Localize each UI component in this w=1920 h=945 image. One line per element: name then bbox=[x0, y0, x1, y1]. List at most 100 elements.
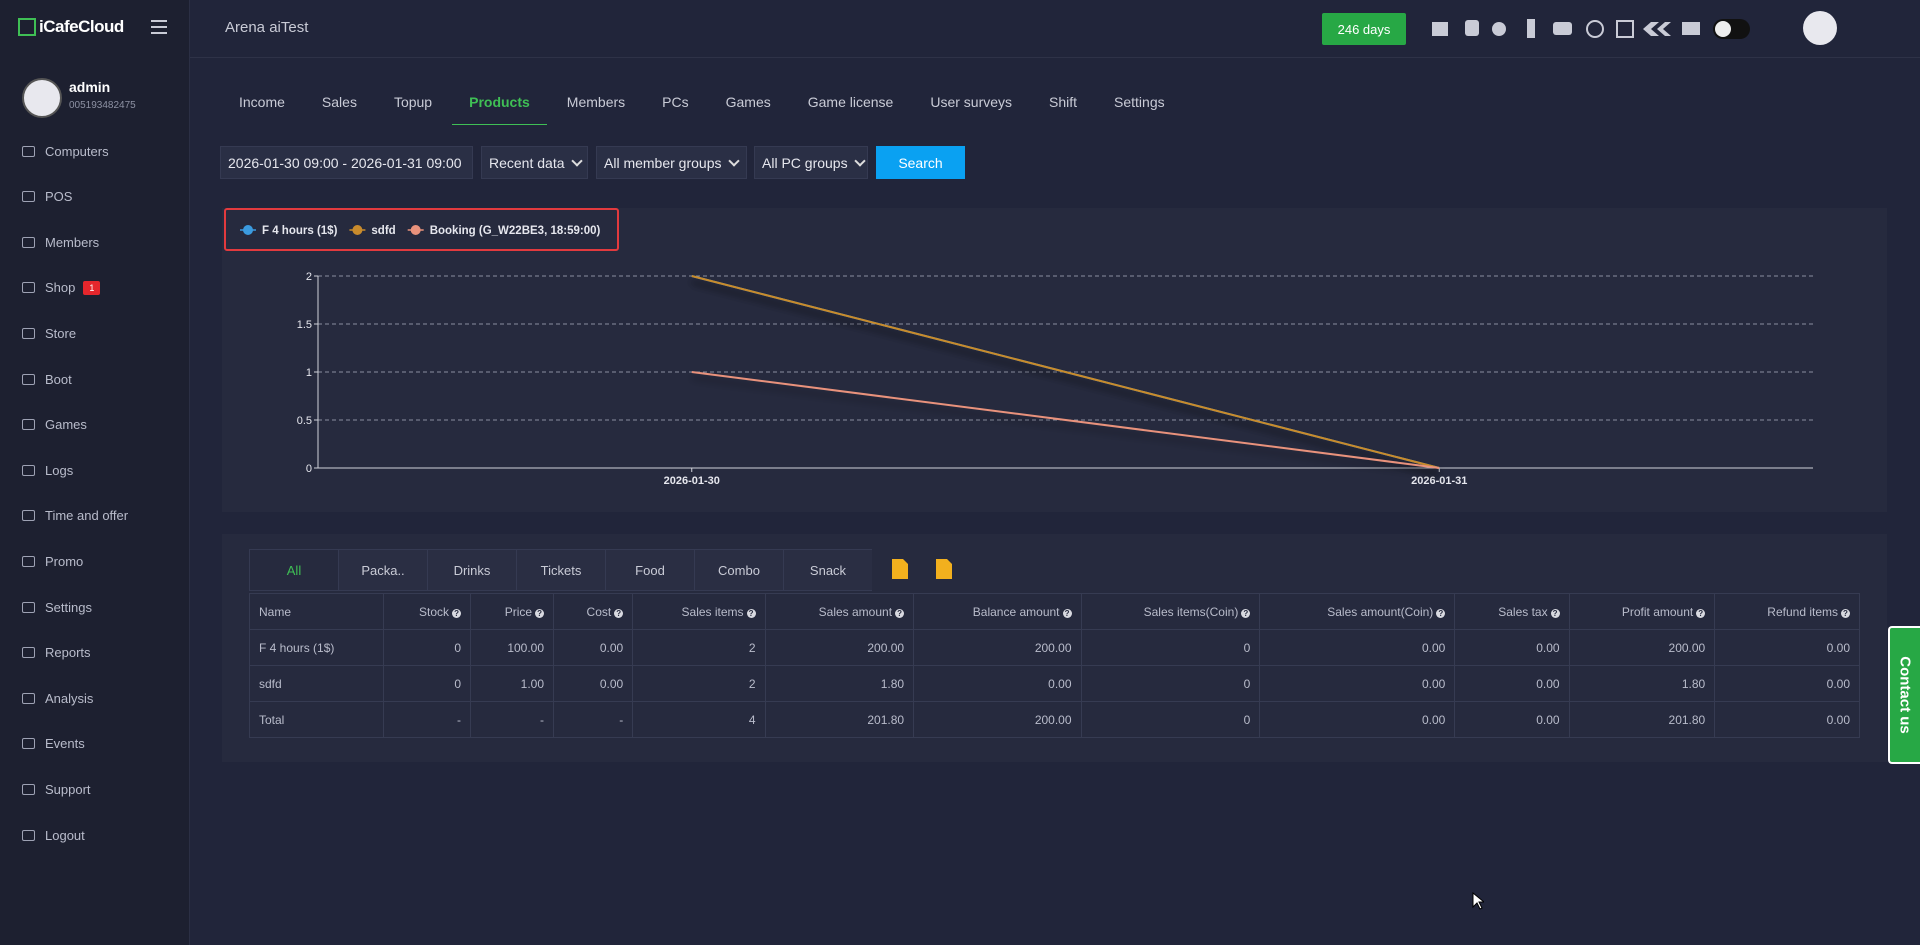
menu-icon bbox=[22, 510, 35, 522]
report-tab[interactable]: User surveys bbox=[930, 94, 1013, 110]
help-icon[interactable]: ? bbox=[1436, 608, 1446, 618]
table-cell: - bbox=[383, 701, 472, 738]
menu-item[interactable]: Store bbox=[22, 323, 76, 343]
help-icon[interactable]: ? bbox=[895, 608, 905, 618]
menu-item[interactable]: Members bbox=[22, 232, 99, 252]
help-icon[interactable]: ? bbox=[452, 608, 462, 618]
menu-toggle[interactable] bbox=[151, 19, 169, 35]
logo[interactable]: iCafeCloud bbox=[18, 17, 124, 37]
product-tab[interactable]: Packa.. bbox=[338, 549, 427, 591]
menu-item[interactable]: Shop 1 bbox=[22, 278, 101, 298]
menu-item[interactable]: Analysis bbox=[22, 688, 93, 708]
export-pdf[interactable] bbox=[892, 559, 908, 579]
report-tab[interactable]: Income bbox=[239, 94, 285, 110]
y-tick-label: 0 bbox=[306, 463, 312, 475]
table-cell: F 4 hours (1$) bbox=[248, 629, 385, 666]
table-cell: 0.00 bbox=[1259, 701, 1456, 738]
contact-text: Contact us bbox=[1896, 656, 1914, 734]
icon-rank[interactable] bbox=[1432, 22, 1448, 36]
menu-item[interactable]: Logout bbox=[22, 825, 85, 845]
column-header: Cost? bbox=[553, 593, 634, 630]
menu-item[interactable]: POS bbox=[22, 187, 72, 207]
report-tab[interactable]: Products bbox=[452, 94, 547, 125]
column-header: Profit amount? bbox=[1568, 593, 1716, 630]
product-tab[interactable]: Food bbox=[605, 549, 694, 591]
icon-trophy[interactable] bbox=[1465, 20, 1479, 36]
menu-item[interactable]: Time and offer bbox=[22, 506, 128, 526]
menu-badge: 1 bbox=[83, 280, 101, 295]
member-groups-select[interactable]: All member groups bbox=[596, 146, 747, 179]
table-cell: 200.00 bbox=[764, 629, 915, 666]
header: Arena aiTest 246 days bbox=[151, 0, 1920, 58]
column-header: Sales amount(Coin)? bbox=[1259, 593, 1456, 630]
table-cell: 0.00 bbox=[1259, 665, 1456, 702]
sidebar: iCafeCloud admin 005193482475 Computers P… bbox=[0, 0, 190, 945]
menu-icon bbox=[22, 191, 35, 203]
menu-icon bbox=[22, 464, 35, 476]
report-tab[interactable]: Members bbox=[566, 94, 626, 110]
help-icon[interactable]: ? bbox=[614, 608, 624, 618]
menu-item[interactable]: Logs bbox=[22, 460, 73, 480]
report-tab[interactable]: Game license bbox=[807, 94, 894, 110]
icon-youtube[interactable] bbox=[1553, 22, 1572, 35]
pc-groups-select[interactable]: All PC groups bbox=[754, 146, 868, 179]
icon-web[interactable] bbox=[1586, 20, 1604, 38]
product-tab[interactable]: Tickets bbox=[516, 549, 605, 591]
y-tick-label: 1 bbox=[306, 367, 312, 379]
menu-item[interactable]: Settings bbox=[22, 597, 92, 617]
help-icon[interactable]: ? bbox=[535, 608, 545, 618]
product-tab[interactable]: Combo bbox=[694, 549, 783, 591]
export-excel[interactable] bbox=[936, 559, 952, 579]
report-tab[interactable]: Shift bbox=[1049, 94, 1078, 110]
table-cell: 0 bbox=[383, 629, 472, 666]
days-button[interactable]: 246 days bbox=[1322, 13, 1406, 45]
menu-icon bbox=[22, 419, 35, 431]
menu-item[interactable]: Boot bbox=[22, 369, 72, 389]
report-tab[interactable]: PCs bbox=[662, 94, 689, 110]
search-button[interactable]: Search bbox=[876, 146, 965, 179]
help-icon[interactable]: ? bbox=[1550, 608, 1560, 618]
help-icon[interactable]: ? bbox=[1062, 608, 1072, 618]
menu-item[interactable]: Events bbox=[22, 734, 85, 754]
report-tab[interactable]: Games bbox=[725, 94, 771, 110]
help-icon[interactable]: ? bbox=[1841, 608, 1850, 618]
menu-item[interactable]: Computers bbox=[22, 141, 109, 161]
y-tick-label: 0.5 bbox=[297, 415, 312, 427]
icon-mail[interactable] bbox=[1682, 22, 1700, 35]
column-title: Price bbox=[504, 604, 533, 619]
menu-item[interactable]: Promo bbox=[22, 551, 83, 571]
report-tab[interactable]: Sales bbox=[321, 94, 357, 110]
column-header: Balance amount? bbox=[913, 593, 1082, 630]
icon-rss[interactable] bbox=[1492, 22, 1506, 36]
header-avatar[interactable] bbox=[1803, 11, 1837, 45]
menu-item[interactable]: Reports bbox=[22, 643, 91, 663]
column-header: Stock? bbox=[383, 593, 472, 630]
product-tab[interactable]: Snack bbox=[783, 549, 872, 591]
table-cell: - bbox=[553, 701, 634, 738]
icon-facebook[interactable] bbox=[1527, 19, 1535, 38]
table-cell: 0 bbox=[1080, 665, 1261, 702]
help-icon[interactable]: ? bbox=[746, 608, 756, 618]
icon-brand[interactable] bbox=[1643, 22, 1671, 36]
report-tab[interactable]: Topup bbox=[393, 94, 433, 110]
menu-item[interactable]: Support bbox=[22, 779, 91, 799]
report-tab[interactable]: Settings bbox=[1114, 94, 1165, 110]
table-cell: 1.80 bbox=[764, 665, 915, 702]
contact-button[interactable]: Contact us bbox=[1888, 626, 1920, 764]
menu-item[interactable]: Games bbox=[22, 415, 87, 435]
avatar[interactable] bbox=[22, 78, 62, 118]
menu-icon bbox=[22, 555, 35, 567]
date-range[interactable]: 2026-01-30 09:00 - 2026-01-31 09:00 bbox=[220, 146, 473, 179]
product-tab[interactable]: Drinks bbox=[427, 549, 516, 591]
cafe-name: Arena aiTest bbox=[225, 19, 309, 36]
data-select[interactable]: Recent data bbox=[481, 146, 588, 179]
product-tab[interactable]: All bbox=[249, 549, 338, 591]
help-icon[interactable]: ? bbox=[1241, 608, 1251, 618]
report-tabs: Income Sales Topup Products Members PCs Games G… bbox=[239, 94, 1165, 125]
column-title: Refund items bbox=[1767, 604, 1838, 619]
icon-icafe[interactable] bbox=[1616, 20, 1634, 38]
menu-icon bbox=[22, 145, 35, 157]
table-cell: 200.00 bbox=[913, 701, 1082, 738]
help-icon[interactable]: ? bbox=[1696, 608, 1706, 618]
